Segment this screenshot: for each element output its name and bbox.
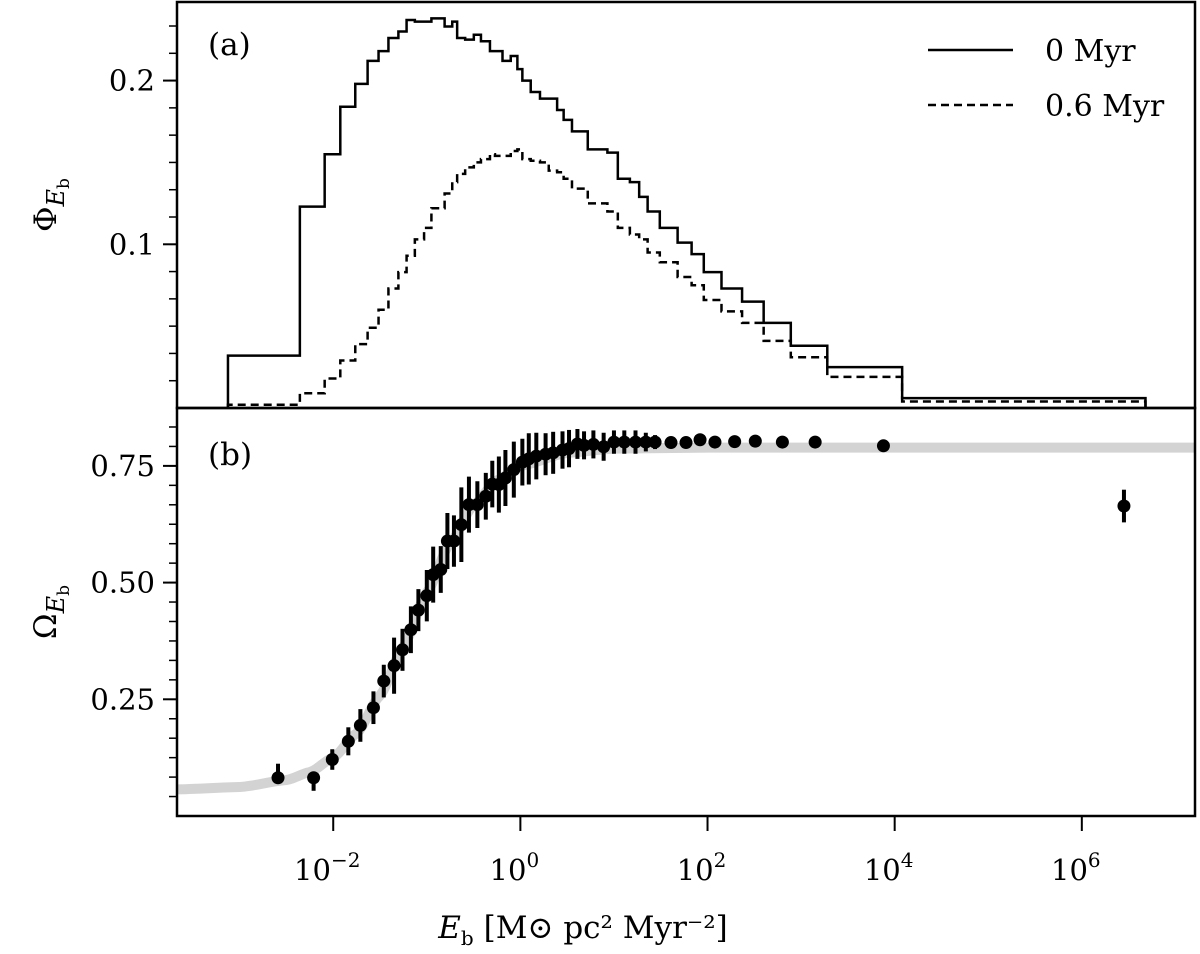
data-point: [679, 436, 693, 450]
x-tick-exponent: −2: [331, 848, 360, 872]
data-point: [607, 435, 621, 449]
data-point: [507, 463, 521, 477]
data-point: [307, 771, 321, 785]
x-axis-ticks: 10−2 100 102 104 106: [294, 816, 1101, 887]
data-point: [748, 434, 762, 448]
x-tick-label: 102: [677, 848, 727, 887]
data-point: [420, 589, 434, 603]
plot-frame-b: [175, 406, 1197, 818]
x-tick-base: 10: [1051, 853, 1088, 887]
data-point: [341, 734, 355, 748]
histograms: [226, 17, 1147, 408]
x-tick-base: 10: [490, 853, 527, 887]
data-point: [387, 659, 401, 673]
histogram-0.6myr: [226, 148, 1147, 408]
y-tick-label: 0.1: [109, 227, 155, 261]
plot-frame-a: [175, 0, 1197, 410]
data-point: [648, 435, 662, 449]
data-point: [639, 435, 653, 449]
x-tick-label: 106: [1051, 848, 1101, 887]
x-tick-exponent: 2: [714, 848, 727, 872]
data-point: [664, 436, 678, 450]
y-major-ticks-a: 0.1 0.2: [109, 64, 177, 261]
y-axis-label-b: ΩEb: [28, 585, 74, 639]
y-axis-label-a: ΦEb: [28, 178, 74, 232]
data-point: [404, 623, 418, 637]
data-point: [479, 489, 493, 503]
x-tick-base: 10: [294, 853, 331, 887]
y-minor-ticks-b: [169, 426, 177, 798]
y-tick-label: 0.75: [90, 449, 155, 483]
x-tick-exponent: 4: [901, 848, 914, 872]
panel-a: 0.1 0.2 (a) 0 Myr 0.6 Myr ΦEb: [28, 0, 1197, 410]
x-tick-base: 10: [864, 853, 901, 887]
data-point: [434, 563, 448, 577]
y-tick-label: 0.2: [109, 64, 155, 98]
data-point: [693, 433, 707, 447]
x-tick-exponent: 6: [1088, 848, 1101, 872]
data-point: [617, 435, 631, 449]
data-point: [366, 701, 380, 715]
data-point: [586, 437, 600, 451]
x-tick-label: 10−2: [294, 848, 360, 887]
data-point: [876, 439, 890, 453]
legend-label-0myr: 0 Myr: [1045, 34, 1136, 69]
fit-curve: [177, 442, 1195, 795]
y-tick-label: 0.50: [90, 566, 155, 600]
data-point: [775, 435, 789, 449]
data-point: [470, 498, 484, 512]
data-point: [411, 603, 425, 617]
legend-label-0.6myr: 0.6 Myr: [1045, 89, 1165, 124]
data-point: [325, 753, 339, 767]
data-point: [498, 471, 512, 485]
data-point: [577, 438, 591, 452]
panel-label-a: (a): [208, 27, 251, 63]
y-major-ticks-b: 0.25 0.50 0.75: [90, 449, 177, 716]
data-point: [728, 435, 742, 449]
data-point: [1117, 499, 1131, 513]
data-point: [271, 771, 285, 785]
x-tick-exponent: 0: [526, 848, 539, 872]
x-tick-base: 10: [677, 853, 714, 887]
y-tick-label: 0.25: [90, 682, 155, 716]
histogram-0myr: [226, 17, 1147, 408]
x-tick-label: 104: [864, 848, 914, 887]
data-point: [454, 518, 468, 532]
panel-label-b: (b): [208, 437, 252, 473]
x-tick-label: 100: [490, 848, 540, 887]
data-point: [377, 674, 391, 688]
panel-b: 0.25 0.50 0.75 (b) ΩEb: [28, 406, 1197, 818]
data-point: [447, 534, 461, 548]
legend: 0 Myr 0.6 Myr: [928, 34, 1165, 124]
data-point: [708, 435, 722, 449]
data-point: [597, 440, 611, 454]
data-point: [629, 435, 643, 449]
data-point: [808, 435, 822, 449]
x-axis-label: Eb [M⊙ pc² Myr⁻²]: [437, 910, 728, 950]
scatter-data: [177, 429, 1195, 795]
data-point: [353, 718, 367, 732]
data-point: [396, 643, 410, 657]
